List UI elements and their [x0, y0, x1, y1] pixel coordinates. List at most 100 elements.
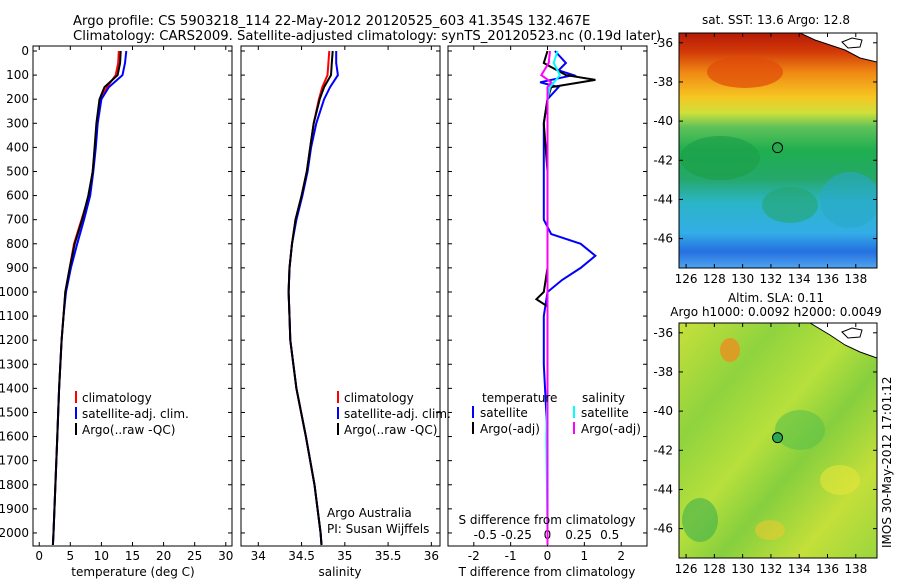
lat-tick-label: -44 — [653, 192, 673, 206]
sla-map: -36 -38 -40 -42 -44 -46 126 128 130 132 134 136 138 — [653, 322, 878, 576]
program-note: Argo Australia — [327, 506, 412, 520]
lat-tick-label: -46 — [653, 232, 673, 246]
temperature-x-tick-label: 20 — [156, 549, 171, 563]
difference-lines — [534, 50, 597, 545]
sla-map-subtitle: Argo h1000: 0.0092 h2000: 0.0049 — [670, 305, 882, 319]
depth-tick-label: 600 — [6, 189, 29, 203]
temperature-x-tick-label: 0 — [35, 549, 43, 563]
header-line-2: Climatology: CARS2009. Satellite-adjuste… — [73, 29, 662, 44]
temperature-x-tick-label: 5 — [66, 549, 74, 563]
difference-s-tick-label: 0.5 — [600, 528, 619, 542]
depth-tick-label: 1400 — [0, 381, 29, 395]
lon-tick-label: 136 — [816, 272, 839, 286]
temperature-x-axis: 0 5 10 15 20 25 30 — [35, 46, 233, 563]
lon-tick-label: 130 — [731, 272, 754, 286]
series-argo-raw-qc- — [287, 50, 334, 546]
salinity-x-tick-label: 35 — [337, 549, 352, 563]
depth-tick-label: 1000 — [0, 285, 29, 299]
difference-s-tick-label: -0.25 — [501, 528, 532, 542]
lat-tick-label: -38 — [653, 365, 673, 379]
depth-tick-label: 800 — [6, 237, 29, 251]
salinity-x-axis: 34 34.5 35 35.5 36 — [251, 46, 439, 563]
salinity-x-label: salinity — [318, 565, 361, 579]
island — [841, 327, 863, 339]
lat-tick-label: -46 — [653, 522, 673, 536]
depth-tick-label: 1200 — [0, 333, 29, 347]
lat-tick-label: -42 — [653, 443, 673, 457]
lat-tick-label: -40 — [653, 114, 673, 128]
temperature-x-label: temperature (deg C) — [71, 565, 194, 579]
lon-tick-label: 132 — [759, 272, 782, 286]
lon-tick-label: 138 — [844, 272, 867, 286]
lat-tick-label: -36 — [653, 326, 673, 340]
lat-tick-label: -36 — [653, 36, 673, 50]
depth-axis: 0 100 200 300 400 500 600 700 800 900 1000 1100 1200… — [0, 44, 647, 540]
legend-label-argo: Argo(..raw -QC) — [82, 423, 175, 437]
lon-tick-label: 132 — [759, 562, 782, 576]
salinity-x-tick-label: 34.5 — [288, 549, 315, 563]
legend-label-temp-satellite: satellite — [480, 406, 528, 420]
lat-tick-label: -44 — [653, 482, 673, 496]
argo-position-marker — [772, 142, 784, 154]
legend-head-salinity: salinity — [582, 391, 625, 405]
sla-map-axes: -36 -38 -40 -42 -44 -46 126 128 130 132 134 136 138 — [653, 323, 877, 576]
difference-t-tick-label: -1 — [505, 549, 517, 563]
temperature-x-tick-label: 10 — [94, 549, 109, 563]
difference-s-tick-label: 0.25 — [565, 528, 592, 542]
legend-label-sal-argo: Argo(-adj) — [581, 422, 641, 436]
island — [841, 37, 863, 49]
salinity-x-tick-label: 36 — [424, 549, 439, 563]
difference-t-tick-label: 0 — [544, 549, 552, 563]
header-line-1: Argo profile: CS 5903218_114 22-May-2012… — [73, 14, 591, 29]
difference-t-tick-label: 2 — [617, 549, 625, 563]
legend-label-climatology: climatology — [82, 391, 152, 405]
lon-tick-label: 128 — [703, 562, 726, 576]
salinity-legend: climatology satellite-adj. clim. Argo(..… — [327, 391, 451, 536]
series-argo-raw-qc- — [51, 50, 122, 546]
legend-label-satellite: satellite-adj. clim. — [82, 407, 189, 421]
lon-tick-label: 126 — [675, 562, 698, 576]
difference-s-tick-label: -0.5 — [474, 528, 497, 542]
depth-tick-label: 1500 — [0, 405, 29, 419]
depth-tick-label: 100 — [6, 68, 29, 82]
depth-tick-label: 1800 — [0, 478, 29, 492]
lon-tick-label: 126 — [675, 272, 698, 286]
depth-tick-label: 200 — [6, 92, 29, 106]
sla-map-frame — [678, 322, 878, 559]
legend-label-temp-argo: Argo(-adj) — [480, 422, 540, 436]
series-temperature-satellite — [539, 50, 597, 545]
coastline — [809, 323, 877, 359]
legend-head-temperature: temperature — [482, 391, 557, 405]
legend-label-climatology: climatology — [344, 391, 414, 405]
lat-tick-label: -38 — [653, 75, 673, 89]
series-climatology — [51, 50, 120, 546]
legend-label-argo: Argo(..raw -QC) — [344, 423, 437, 437]
sst-map-axes: -36 -38 -40 -42 -44 -46 126 128 130 132 134 136 138 — [653, 33, 877, 286]
depth-tick-label: 1700 — [0, 454, 29, 468]
series-climatology — [287, 50, 331, 546]
depth-tick-label: 900 — [6, 261, 29, 275]
depth-tick-label: 300 — [6, 116, 29, 130]
temperature-x-tick-label: 30 — [218, 549, 233, 563]
coastline — [799, 33, 877, 63]
difference-x-axis: -2 -1 0 1 2-0.5 -0.25 0 0.25 0.5 — [468, 46, 625, 563]
argo-position-marker — [772, 432, 784, 444]
lon-tick-label: 130 — [731, 562, 754, 576]
difference-x-label: T difference from climatology — [458, 565, 636, 579]
temperature-x-tick-label: 25 — [187, 549, 202, 563]
sst-map-title: sat. SST: 13.6 Argo: 12.8 — [702, 13, 850, 27]
lon-tick-label: 134 — [788, 272, 811, 286]
temperature-x-tick-label: 15 — [125, 549, 140, 563]
temperature-legend: climatology satellite-adj. clim. Argo(..… — [75, 391, 189, 437]
depth-tick-label: 1900 — [0, 502, 29, 516]
temperature-lines — [51, 50, 128, 546]
depth-tick-label: 400 — [6, 140, 29, 154]
difference-t-tick-label: -2 — [468, 549, 480, 563]
depth-tick-label: 1600 — [0, 430, 29, 444]
salinity-x-tick-label: 35.5 — [375, 549, 402, 563]
legend-label-satellite: satellite-adj. clim. — [344, 407, 451, 421]
sst-map-frame — [678, 32, 878, 269]
pi-note: PI: Susan Wijffels — [327, 522, 429, 536]
series-salinity-argo-adj- — [539, 50, 553, 545]
